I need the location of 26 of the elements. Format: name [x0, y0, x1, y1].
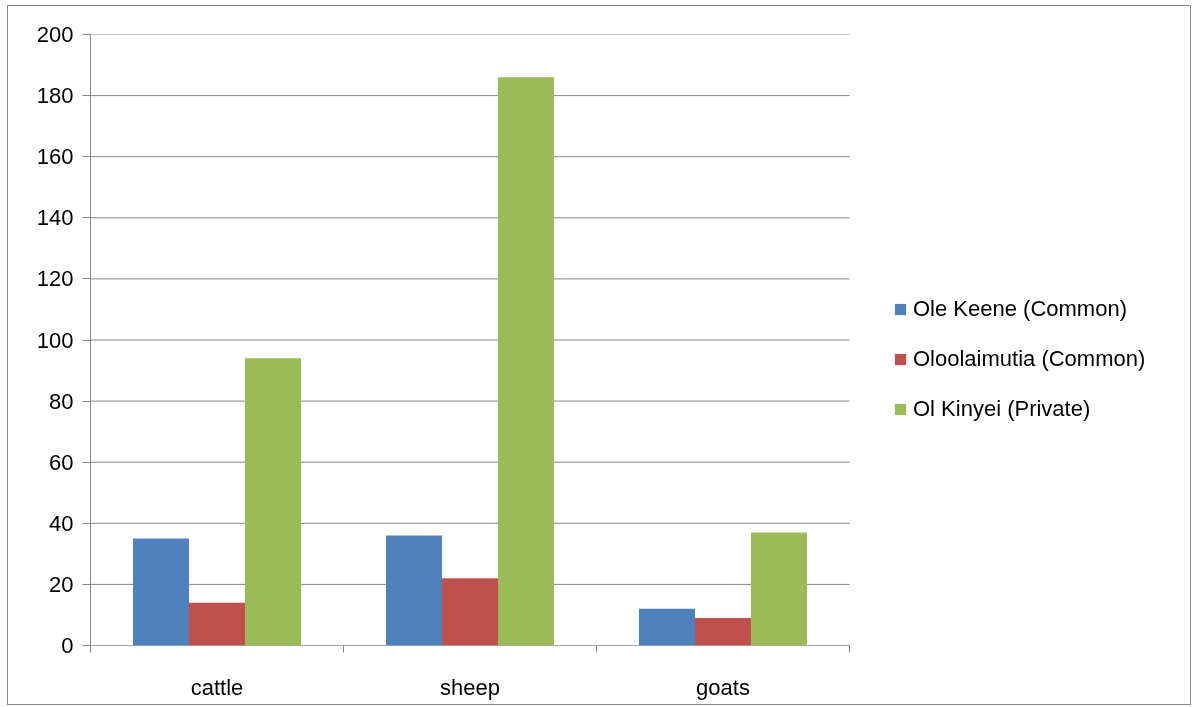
bar	[695, 618, 751, 646]
bar	[442, 578, 498, 646]
bar	[133, 538, 189, 646]
legend-label: Ol Kinyei (Private)	[913, 396, 1091, 422]
bar	[639, 608, 695, 646]
y-tick-label: 140	[36, 205, 74, 231]
y-tick-label: 0	[61, 633, 74, 658]
y-tick-label: 180	[36, 83, 74, 109]
x-tick-label: cattle	[190, 674, 244, 700]
y-tick-label: 160	[36, 144, 74, 170]
legend-label: Ole Keene (Common)	[913, 296, 1127, 322]
y-tick-label: 200	[36, 22, 74, 47]
bar	[751, 532, 807, 646]
x-tick-label: goats	[696, 674, 750, 700]
x-tick-label: sheep	[440, 674, 500, 700]
bar	[189, 602, 245, 646]
y-tick-label: 120	[36, 266, 74, 292]
y-tick-label: 100	[36, 327, 74, 353]
y-tick-label: 60	[49, 449, 74, 475]
bar	[245, 358, 301, 646]
y-tick-label: 20	[49, 571, 74, 597]
y-tick-label: 80	[49, 388, 74, 414]
bar	[386, 535, 442, 646]
y-tick-label: 40	[49, 510, 74, 536]
legend-label: Oloolaimutia (Common)	[913, 346, 1146, 372]
bar	[498, 77, 554, 646]
